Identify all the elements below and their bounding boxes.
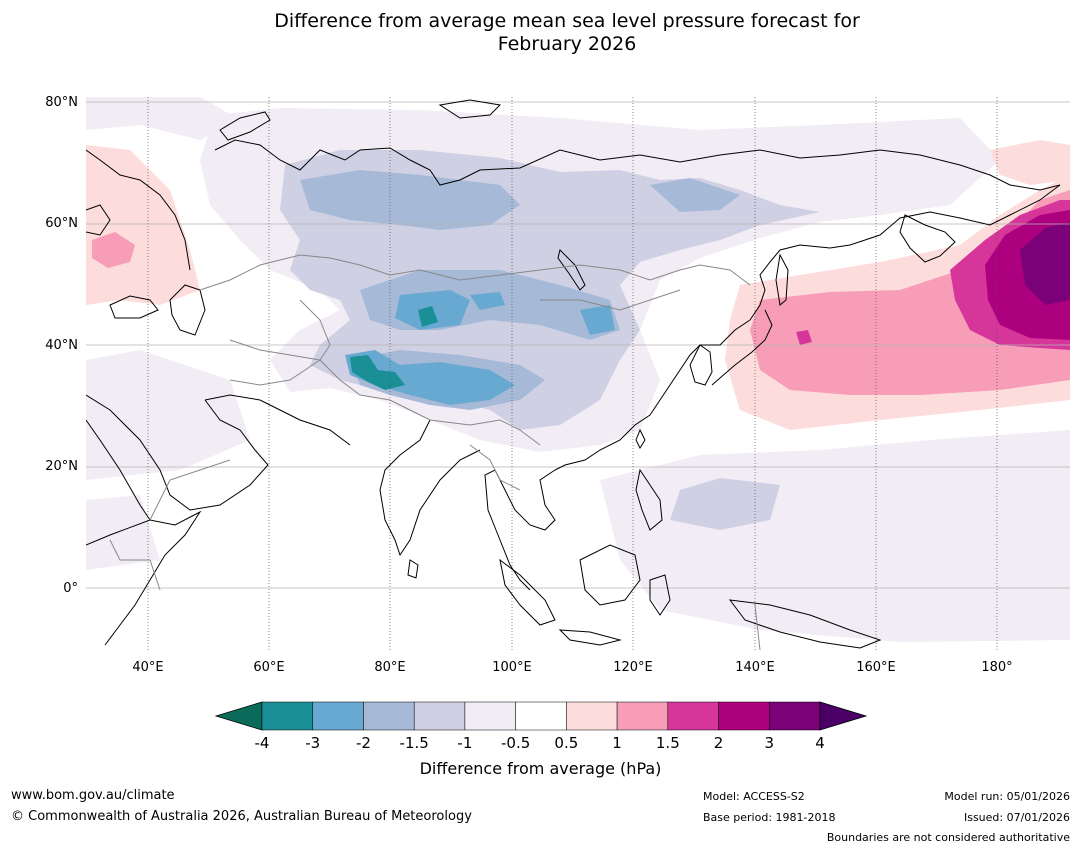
colorbar-tick-label: -3 xyxy=(305,734,321,752)
colorbar-bins xyxy=(261,701,821,731)
colorbar-bin xyxy=(616,701,669,731)
colorbar-below-min-arrow xyxy=(214,701,263,731)
lon-label-40e: 40°E xyxy=(132,660,164,675)
anomaly-minus-3-layer xyxy=(350,306,438,390)
anomaly-plus-3-layer xyxy=(1020,222,1070,305)
colorbar-bin xyxy=(312,701,364,731)
colorbar-bin xyxy=(363,701,415,731)
colorbar-tick-label: 3 xyxy=(764,734,775,752)
colorbar-bin xyxy=(261,701,313,731)
lon-label-60e: 60°E xyxy=(253,660,285,675)
colorbar-tick-label: -2 xyxy=(355,734,371,752)
lat-label-0: 0° xyxy=(63,581,78,596)
country-boundaries xyxy=(109,254,761,650)
colorbar-tick-label: -4 xyxy=(254,734,270,752)
lon-label-100e: 100°E xyxy=(492,660,532,675)
title-line-2: February 2026 xyxy=(497,33,637,55)
boundaries-disclaimer: Boundaries are not considered authoritat… xyxy=(826,831,1070,844)
model-run-date: Model run: 05/01/2026 xyxy=(944,790,1070,803)
lon-label-160e: 160°E xyxy=(856,660,896,675)
base-period: Base period: 1981-2018 xyxy=(703,811,836,824)
map-canvas xyxy=(86,97,1070,650)
issued-date: Issued: 07/01/2026 xyxy=(963,811,1070,824)
colorbar-tick-label: 1.5 xyxy=(655,734,680,752)
colorbar-tick-label: 4 xyxy=(815,734,825,752)
colorbar-bin xyxy=(566,701,618,731)
chart-title: Difference from average mean sea level p… xyxy=(0,10,1081,56)
colorbar-above-max-arrow xyxy=(819,701,868,731)
colorbar-bin xyxy=(464,701,516,731)
lat-label-60n: 60°N xyxy=(45,216,78,231)
lon-label-140e: 140°E xyxy=(735,660,775,675)
copyright-notice: © Commonwealth of Australia 2026, Austra… xyxy=(11,809,472,824)
colorbar-tick-label: 0.5 xyxy=(554,734,579,752)
colorbar-tick-label: 2 xyxy=(713,734,724,752)
website-link[interactable]: www.bom.gov.au/climate xyxy=(11,788,175,803)
colorbar-bin xyxy=(515,701,567,731)
colorbar-label: Difference from average (hPa) xyxy=(419,759,662,778)
coastlines xyxy=(86,99,1061,649)
lon-label-80e: 80°E xyxy=(374,660,406,675)
colorbar-bin xyxy=(667,701,719,731)
gridlines xyxy=(86,101,1070,589)
colorbar-tick-label: -0.5 xyxy=(500,734,531,752)
colorbar-tick-label: -1.5 xyxy=(399,734,429,752)
colorbar-bin xyxy=(413,701,466,731)
anomaly-plus-1-layer xyxy=(92,190,1070,395)
title-line-1: Difference from average mean sea level p… xyxy=(274,10,860,32)
colorbar-tick-label: -1 xyxy=(457,734,473,752)
lat-label-80n: 80°N xyxy=(45,95,78,110)
colorbar-tick-label: 1 xyxy=(612,734,622,752)
lat-label-40n: 40°N xyxy=(45,338,78,353)
colorbar-bin xyxy=(718,701,770,731)
colorbar-bin xyxy=(769,701,821,731)
lon-label-180: 180° xyxy=(981,660,1013,675)
pressure-anomaly-map xyxy=(86,97,1070,650)
lon-label-120e: 120°E xyxy=(613,660,653,675)
model-name: Model: ACCESS-S2 xyxy=(703,790,805,803)
lat-label-20n: 20°N xyxy=(45,459,78,474)
meridians xyxy=(147,97,998,650)
